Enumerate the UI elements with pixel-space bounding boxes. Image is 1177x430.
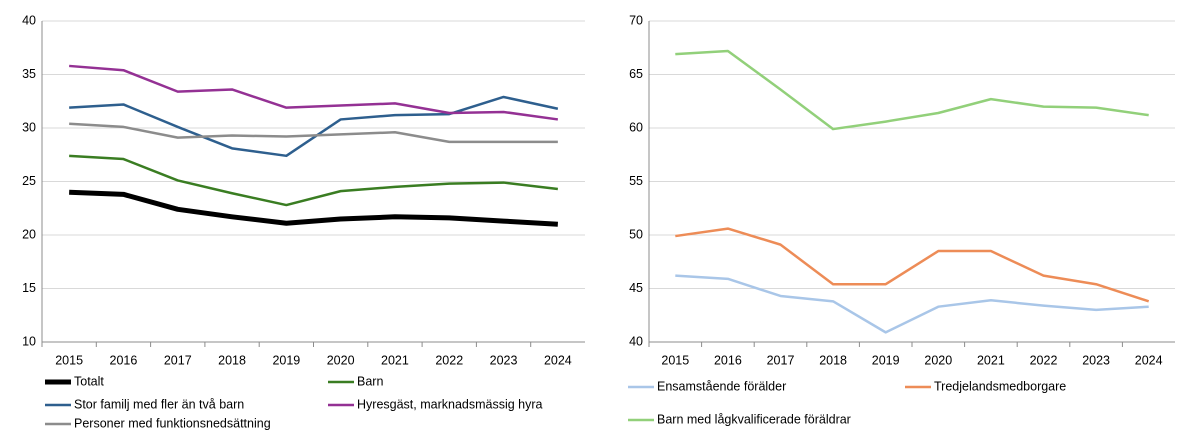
x-tick-label: 2019 <box>272 353 300 367</box>
legend-label: Hyresgäst, marknadsmässig hyra <box>357 397 543 411</box>
y-tick-label: 30 <box>22 120 36 134</box>
y-tick-label: 35 <box>22 67 36 81</box>
x-tick-label: 2017 <box>767 353 795 367</box>
series-line <box>69 122 558 144</box>
y-tick-label: 10 <box>22 334 36 348</box>
x-tick-label: 2020 <box>327 353 355 367</box>
legend-label: Tredjelandsmedborgare <box>934 379 1066 393</box>
x-tick-label: 2022 <box>1030 353 1058 367</box>
x-tick-label: 2018 <box>819 353 847 367</box>
x-tick-label: 2019 <box>872 353 900 367</box>
series-line <box>69 95 559 158</box>
series-line <box>69 189 558 227</box>
y-tick-label: 55 <box>629 174 643 188</box>
x-tick-label: 2015 <box>55 353 83 367</box>
x-tick-label: 2023 <box>490 353 518 367</box>
legend-label: Ensamstående förälder <box>657 379 786 393</box>
y-tick-label: 25 <box>22 174 36 188</box>
x-tick-label: 2016 <box>714 353 742 367</box>
series-line <box>675 49 1149 131</box>
y-tick-label: 70 <box>629 13 643 27</box>
x-tick-label: 2023 <box>1082 353 1110 367</box>
y-tick-label: 20 <box>22 227 36 241</box>
x-tick-label: 2017 <box>164 353 192 367</box>
x-tick-label: 2021 <box>381 353 409 367</box>
legend-label: Stor familj med fler än två barn <box>74 397 244 411</box>
x-tick-label: 2016 <box>110 353 138 367</box>
x-tick-label: 2024 <box>1135 353 1163 367</box>
y-tick-label: 40 <box>629 334 643 348</box>
x-tick-label: 2018 <box>218 353 246 367</box>
legend-label: Barn med lågkvalificerade föräldrar <box>657 412 851 426</box>
y-tick-label: 15 <box>22 281 36 295</box>
x-tick-label: 2021 <box>977 353 1005 367</box>
x-tick-label: 2015 <box>661 353 689 367</box>
y-tick-label: 65 <box>629 67 643 81</box>
legend-label: Barn <box>357 374 383 388</box>
series-line <box>675 274 1149 334</box>
x-tick-label: 2024 <box>544 353 572 367</box>
series-line <box>69 64 559 121</box>
series-line <box>675 227 1150 303</box>
y-tick-label: 45 <box>629 281 643 295</box>
y-tick-label: 60 <box>629 120 643 134</box>
series-line <box>69 154 558 207</box>
legend-label: Totalt <box>74 374 104 388</box>
x-tick-label: 2020 <box>924 353 952 367</box>
legend-label: Personer med funktionsnedsättning <box>74 416 271 430</box>
y-tick-label: 40 <box>22 13 36 27</box>
x-tick-label: 2022 <box>435 353 463 367</box>
y-tick-label: 50 <box>629 227 643 241</box>
